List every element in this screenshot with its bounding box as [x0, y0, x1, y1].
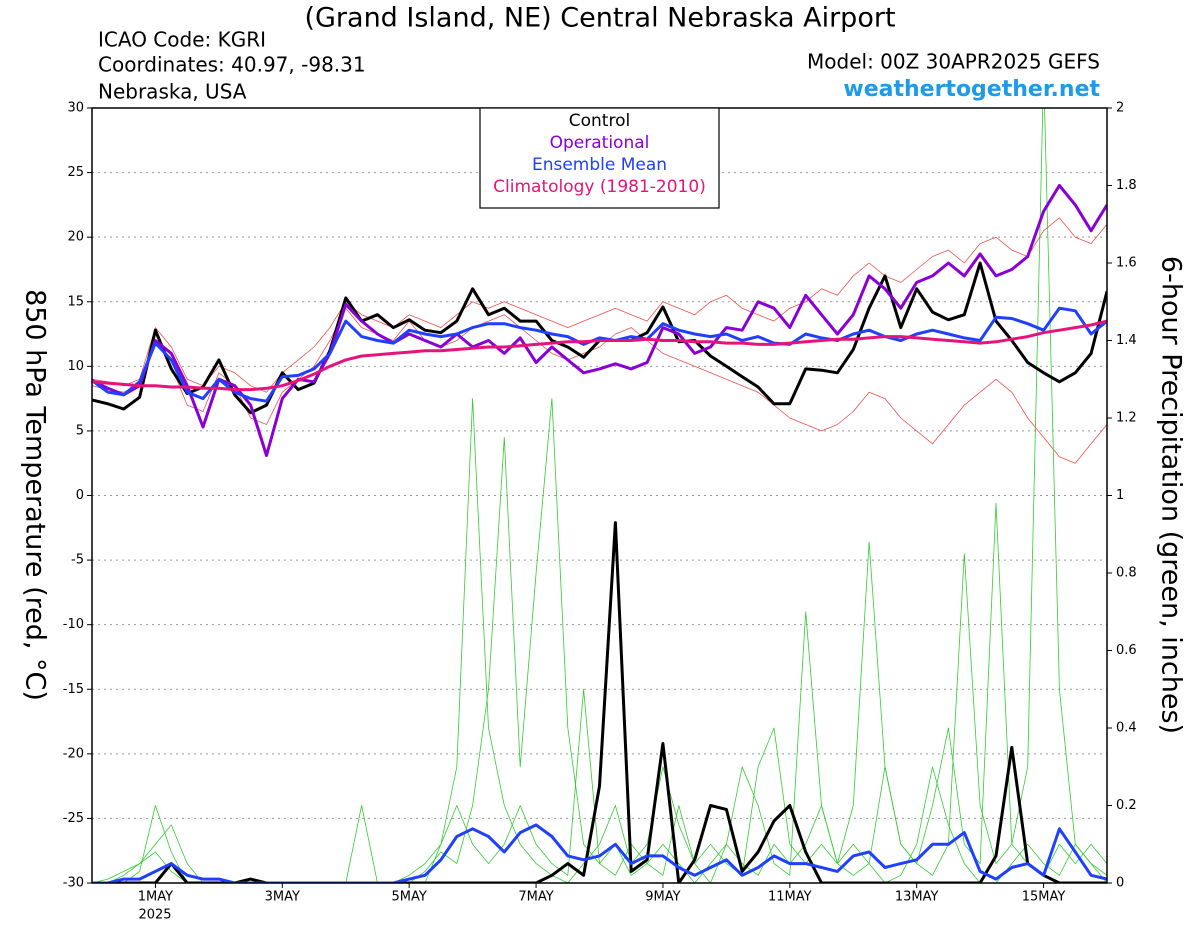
x-tick-label: 5MAY	[392, 890, 427, 905]
info-line: ICAO Code: KGRI	[98, 28, 266, 52]
chart-title: (Grand Island, NE) Central Nebraska Airp…	[304, 3, 895, 34]
y2-tick-label: 0.6	[1116, 643, 1137, 658]
y-tick-label: 0	[76, 488, 84, 503]
y2-tick-label: 0.8	[1116, 566, 1137, 581]
y-tick-label: 25	[67, 165, 84, 180]
y2-tick-label: 0.4	[1116, 721, 1137, 736]
y2-tick-label: 1.4	[1116, 333, 1137, 348]
y2-tick-label: 0	[1116, 876, 1124, 891]
legend-label: Operational	[550, 133, 650, 153]
member-precip-line	[92, 398, 1107, 883]
y-tick-label: -10	[63, 617, 84, 632]
legend-label: Ensemble Mean	[532, 155, 667, 175]
x-tick-label: 7MAY	[518, 890, 553, 905]
member-line	[92, 823, 1107, 883]
series-line	[92, 319, 1107, 392]
legend-box	[479, 107, 720, 209]
y-tick-label: -30	[63, 876, 84, 891]
y2-tick-label: 1.2	[1116, 411, 1137, 426]
y-tick-label: 15	[67, 294, 84, 309]
x-tick-label: 11MAY	[768, 890, 812, 905]
y-tick-label: -15	[63, 682, 84, 697]
member-precip-line	[92, 108, 1107, 883]
y-tick-label: -5	[71, 553, 84, 568]
y2-tick-label: 2	[1116, 101, 1124, 116]
y-axis-label: 850 hPa Temperature (red, °C)	[20, 289, 51, 701]
info-line: Coordinates: 40.97, -98.31	[98, 53, 366, 77]
y2-tick-label: 1	[1116, 488, 1124, 503]
x-tick-label: 15MAY	[1022, 890, 1066, 905]
x-tick-label: 13MAY	[895, 890, 939, 905]
y-tick-label: 30	[67, 101, 84, 116]
y-tick-label: 20	[67, 230, 84, 245]
y-tick-label: -25	[63, 811, 84, 826]
y-tick-label: 5	[76, 423, 84, 438]
info-line: Nebraska, USA	[98, 80, 247, 104]
year-label: 2025	[138, 908, 171, 923]
series-line	[92, 184, 1107, 457]
y2-tick-label: 1.6	[1116, 256, 1137, 271]
y-tick-label: -20	[63, 746, 84, 761]
x-tick-label: 9MAY	[645, 890, 680, 905]
series-line	[92, 306, 1107, 403]
model-label: Model: 00Z 30APR2025 GEFS	[807, 50, 1100, 74]
series-layer	[92, 108, 1107, 883]
member-line	[92, 307, 1107, 464]
y2-tick-label: 0.2	[1116, 798, 1137, 813]
y-tick-label: 10	[67, 359, 84, 374]
site-label: weathertogether.net	[843, 77, 1100, 102]
x-tick-label: 1MAY	[138, 890, 173, 905]
legend-label: Climatology (1981-2010)	[493, 177, 706, 197]
x-tick-label: 3MAY	[265, 890, 300, 905]
y2-tick-label: 1.8	[1116, 178, 1137, 193]
y2-axis-label: 6-hour Precipitation (green, inches)	[1156, 256, 1187, 734]
legend-label: Control	[569, 111, 630, 131]
